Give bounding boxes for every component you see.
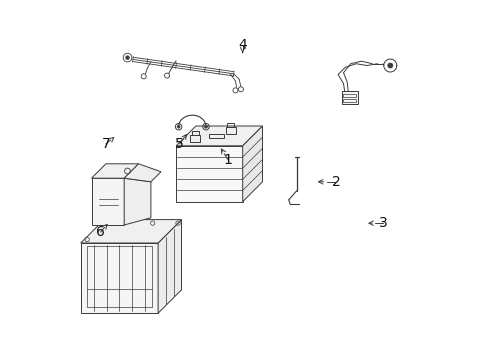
Bar [190,135,200,142]
Text: 3: 3 [378,216,386,230]
Bar [341,91,357,104]
Polygon shape [158,220,181,313]
Polygon shape [91,178,124,225]
Polygon shape [176,126,262,146]
Bar [343,94,355,97]
Polygon shape [124,164,161,182]
Polygon shape [81,220,181,243]
Text: 6: 6 [96,225,105,239]
Bar [343,99,355,102]
Polygon shape [91,164,138,178]
Circle shape [177,125,180,128]
Polygon shape [176,146,242,202]
Text: 2: 2 [331,175,340,189]
Bar [191,131,199,135]
Bar [209,134,223,138]
Polygon shape [81,243,158,313]
Text: 5: 5 [175,137,183,151]
Polygon shape [124,178,151,225]
Polygon shape [242,126,262,202]
Circle shape [204,125,207,128]
Text: 7: 7 [102,137,110,151]
Bar [227,123,234,127]
Circle shape [387,63,392,68]
Text: 1: 1 [224,153,232,167]
Circle shape [125,56,129,59]
Text: 4: 4 [238,38,246,52]
Bar [225,127,235,134]
